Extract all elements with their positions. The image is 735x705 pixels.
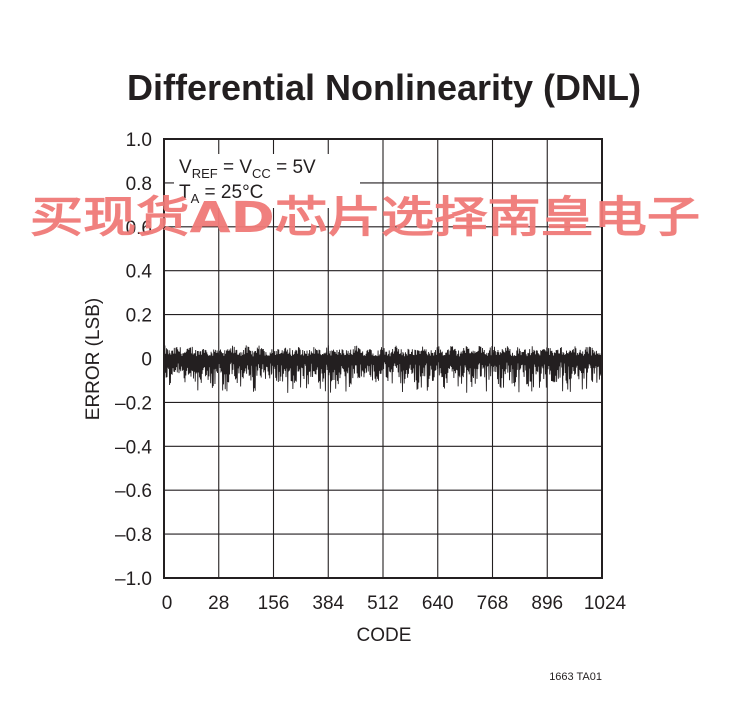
x-axis-ticks: 0 28 156 384 512 640 768 896 1024 [162,593,627,614]
y-tick-label: –0.4 [115,437,152,458]
y-tick-label: 0.4 [126,262,153,283]
y-tick-label: –1.0 [115,569,152,590]
x-tick-label: 156 [258,593,290,614]
conditions-box [174,154,360,208]
y-tick-label: –0.2 [115,393,152,414]
y-axis-ticks: 1.0 0.8 0.6 0.4 0.2 0 –0.2 –0.4 –0.6 –0.8 –1.0 [115,130,152,590]
y-tick-label: 0.2 [126,306,152,327]
x-tick-label: 768 [477,593,509,614]
x-axis-label: CODE [357,625,412,646]
part-number-label: 1663 TA01 [549,671,602,683]
y-axis-label: ERROR (LSB) [83,298,104,420]
y-tick-label: –0.8 [115,525,152,546]
x-tick-label: 384 [312,593,344,614]
y-tick-label: 1.0 [126,130,152,151]
watermark-text: 买现货AD芯片选择南皇电子 [30,193,700,243]
x-tick-label: 1024 [584,593,627,614]
y-tick-label: 0 [141,350,152,371]
y-tick-label: 0.6 [126,218,152,239]
x-tick-label: 0 [162,593,173,614]
x-tick-label: 28 [208,593,229,614]
y-tick-label: 0.8 [126,174,152,195]
plot-frame [163,138,603,579]
y-tick-label: –0.6 [115,481,152,502]
chart-title: Differential Nonlinearity (DNL) [127,67,641,108]
dnl-series-line [163,345,603,393]
x-tick-label: 512 [367,593,399,614]
condition-temperature: TA = 25°C [179,182,263,206]
x-tick-label: 640 [422,593,454,614]
x-tick-label: 896 [531,593,563,614]
condition-vref-vcc: VREF = VCC = 5V [179,157,316,181]
